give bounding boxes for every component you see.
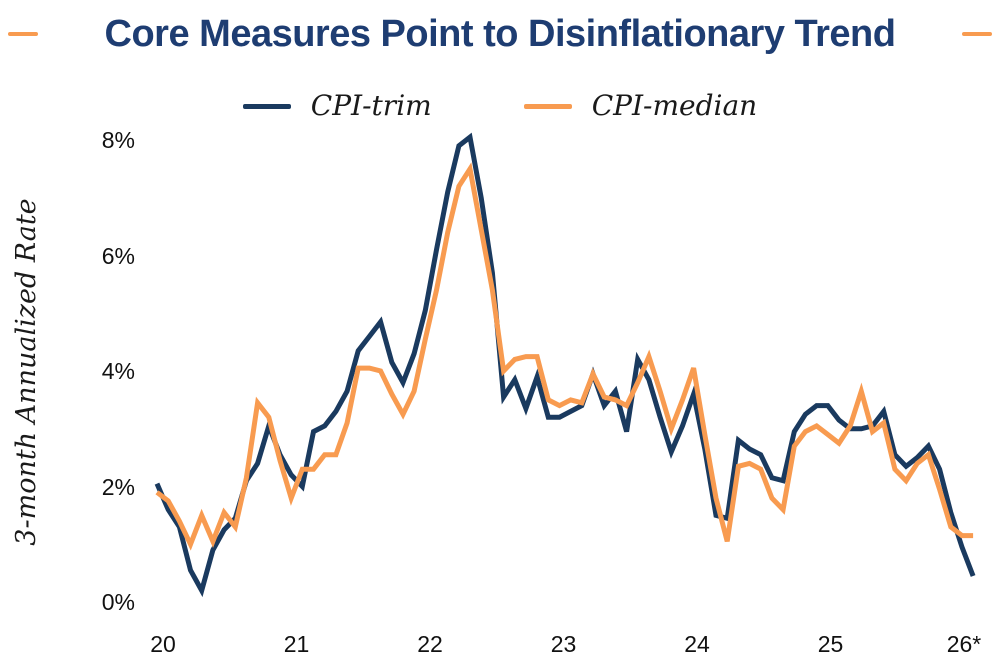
x-tick-label: 20 <box>150 631 176 657</box>
cpi-trim-line <box>154 132 976 598</box>
x-tick-label: 22 <box>417 631 443 657</box>
cpi-median-line <box>155 162 974 551</box>
y-tick-label: 2% <box>101 473 135 500</box>
title-dash-right-icon <box>962 32 992 36</box>
x-tick-label: 26* <box>946 631 982 657</box>
chart-title: Core Measures Point to Disinflationary T… <box>104 12 896 55</box>
legend: CPI-trim CPI-median <box>0 88 1000 124</box>
title-dash-left-icon <box>8 32 38 36</box>
cpi-trim-label: CPI-trim <box>310 89 432 122</box>
x-tick-label: 23 <box>550 631 577 657</box>
cpi-median-swatch-icon <box>523 103 572 109</box>
title-row: Core Measures Point to Disinflationary T… <box>0 8 1000 60</box>
cpi-trim-swatch-icon <box>242 103 291 109</box>
y-tick-label: 8% <box>101 127 135 153</box>
legend-item-cpi-median: CPI-median <box>523 89 758 122</box>
y-tick-label: 6% <box>101 242 135 269</box>
cpi-median-label: CPI-median <box>591 89 758 122</box>
x-tick-label: 21 <box>283 631 310 657</box>
y-tick-label: 0% <box>101 589 135 615</box>
x-tick-label: 25 <box>817 631 844 657</box>
x-tick-label: 24 <box>684 631 710 657</box>
legend-item-cpi-trim: CPI-trim <box>242 89 432 122</box>
y-tick-label: 4% <box>101 358 135 384</box>
